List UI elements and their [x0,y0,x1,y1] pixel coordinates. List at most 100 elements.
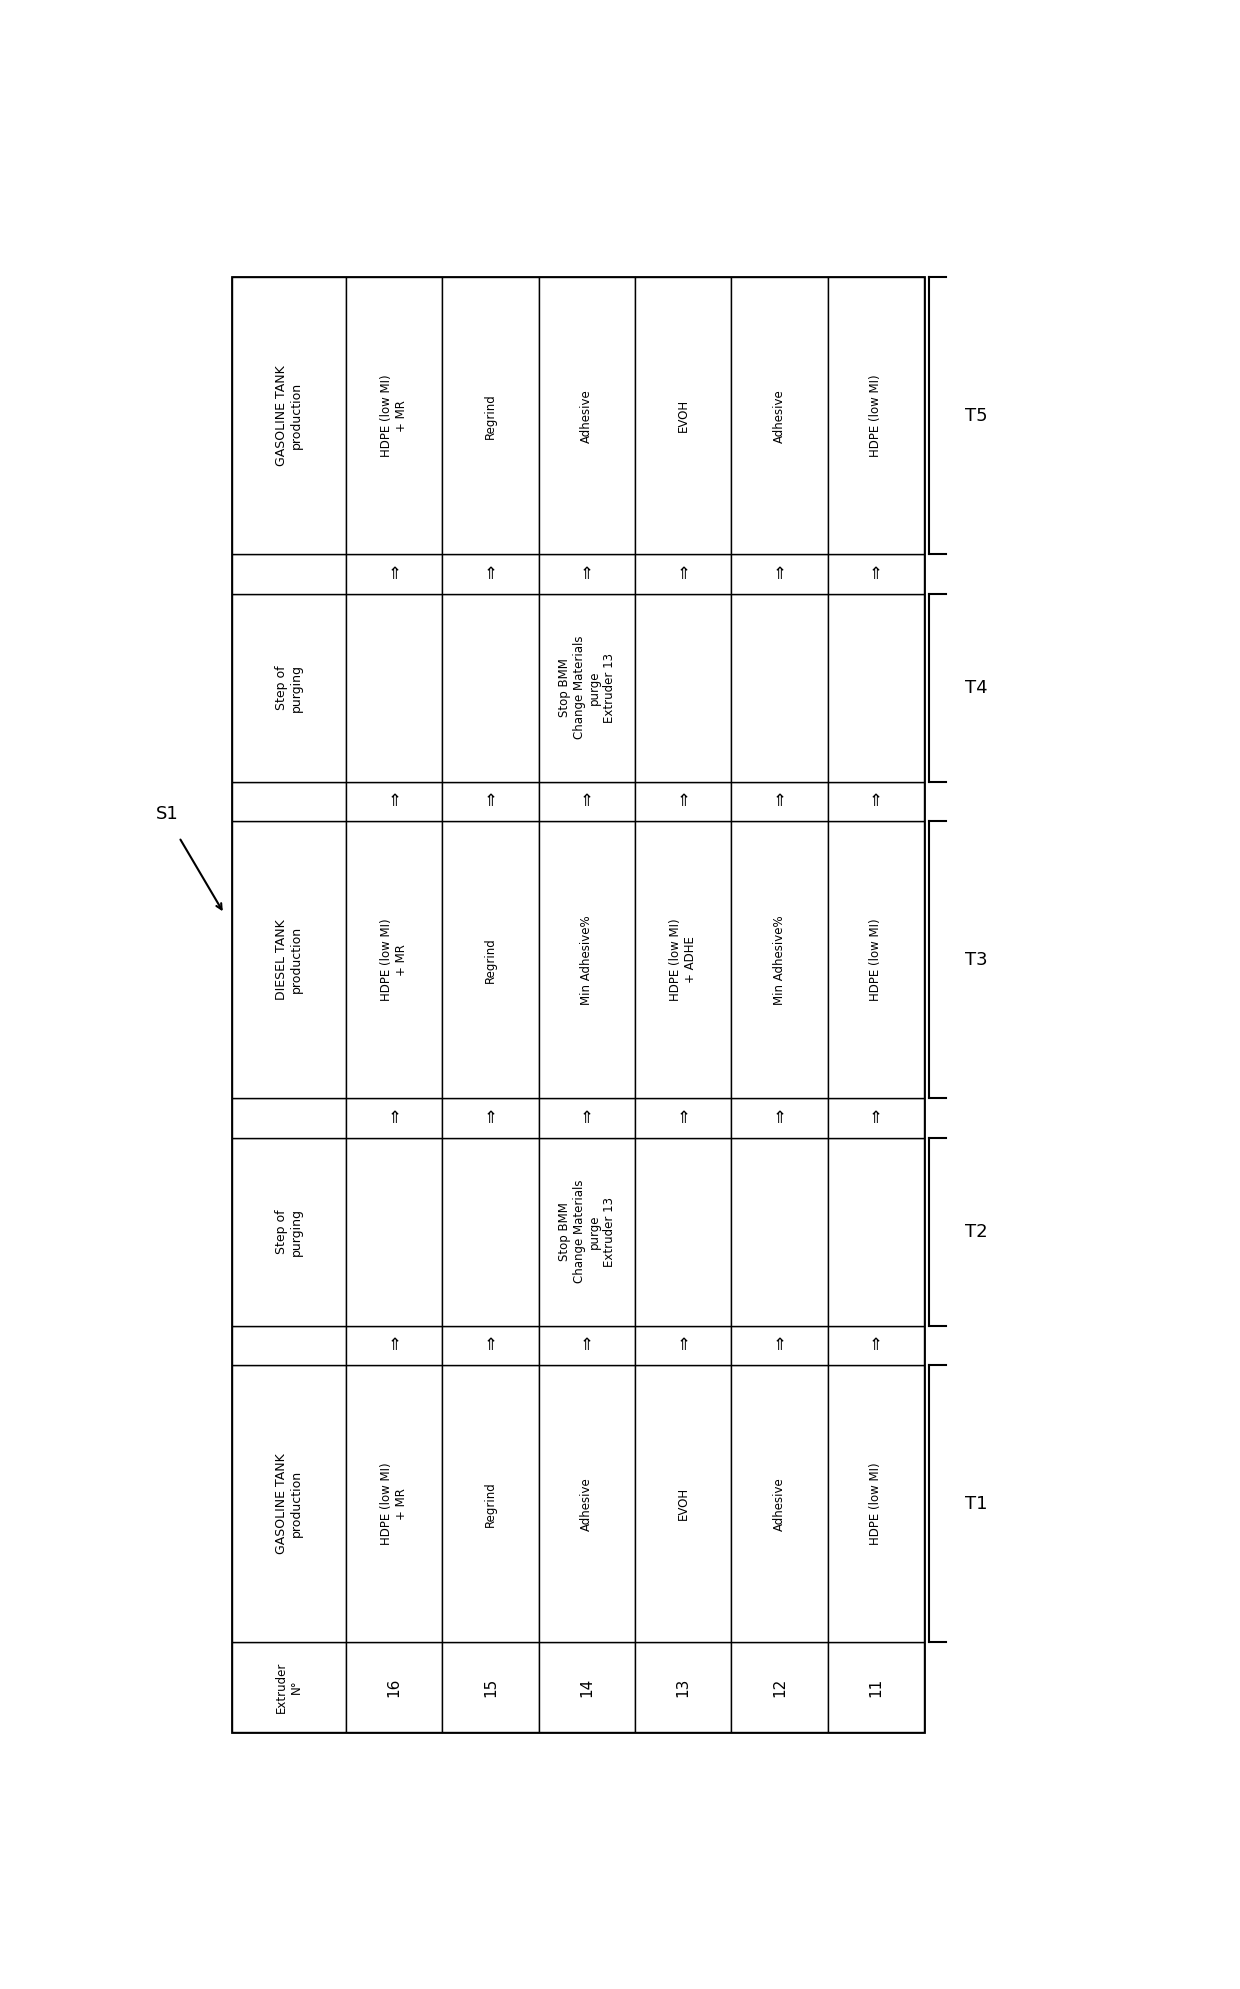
Text: Min Adhesive%: Min Adhesive% [580,915,593,1004]
Text: Regrind: Regrind [484,392,497,438]
Text: Extruder
N°: Extruder N° [275,1661,303,1713]
Bar [827,595,924,782]
Text: GASOLINE TANK
production: GASOLINE TANK production [275,1454,303,1553]
Text: 15: 15 [484,1677,498,1697]
Bar [538,1138,635,1327]
Bar [827,1098,924,1138]
Bar [538,1643,635,1732]
Bar [443,276,538,555]
Bar [827,1138,924,1327]
Bar [635,821,732,1098]
Text: T5: T5 [966,406,988,426]
Bar [732,555,827,595]
Text: Regrind: Regrind [484,1482,497,1528]
Text: ⇑: ⇑ [869,565,883,583]
Bar [827,1643,924,1732]
Bar [346,821,443,1098]
Bar [232,782,346,821]
Bar [346,782,443,821]
Bar [232,595,346,782]
Text: T4: T4 [966,678,988,696]
Bar [538,555,635,595]
Text: Adhesive: Adhesive [580,1478,593,1532]
Bar [732,821,827,1098]
Bar [538,1364,635,1643]
Text: HDPE (low MI): HDPE (low MI) [869,1462,882,1545]
Text: ⇑: ⇑ [387,1110,401,1128]
Text: ⇑: ⇑ [484,1337,497,1355]
Bar [732,276,827,555]
Bar [538,782,635,821]
Text: 16: 16 [387,1677,402,1697]
Text: Step of
purging: Step of purging [275,664,303,712]
Text: T2: T2 [966,1223,988,1241]
Bar [635,595,732,782]
Text: ⇑: ⇑ [484,792,497,810]
Text: ⇑: ⇑ [580,1337,594,1355]
Bar [232,555,346,595]
Bar [346,1364,443,1643]
Bar [635,276,732,555]
Text: HDPE (low MI)
+ MR: HDPE (low MI) + MR [381,919,408,1000]
Text: Min Adhesive%: Min Adhesive% [773,915,786,1004]
Text: ⇑: ⇑ [580,565,594,583]
Text: HDPE (low MI)
+ ADHE: HDPE (low MI) + ADHE [670,919,697,1000]
Text: ⇑: ⇑ [773,1110,786,1128]
Bar [346,595,443,782]
Bar [443,1138,538,1327]
Text: ⇑: ⇑ [580,1110,594,1128]
Text: ⇑: ⇑ [869,792,883,810]
Text: ⇑: ⇑ [676,1337,689,1355]
Text: 11: 11 [868,1677,883,1697]
Bar [635,1364,732,1643]
Text: T3: T3 [966,951,988,969]
Text: ⇑: ⇑ [676,565,689,583]
Text: ⇑: ⇑ [387,565,401,583]
Bar [732,1364,827,1643]
Bar [443,1098,538,1138]
Text: ⇑: ⇑ [869,1110,883,1128]
Bar [232,821,346,1098]
Text: ⇑: ⇑ [773,792,786,810]
Text: EVOH: EVOH [677,1488,689,1520]
Text: HDPE (low MI)
+ MR: HDPE (low MI) + MR [381,374,408,457]
Bar [346,1327,443,1364]
Bar [443,595,538,782]
Bar [232,1364,346,1643]
Text: 14: 14 [579,1677,594,1697]
Text: HDPE (low MI): HDPE (low MI) [869,919,882,1000]
Text: Adhesive: Adhesive [773,388,786,442]
Text: ⇑: ⇑ [676,792,689,810]
Bar [443,782,538,821]
Text: ⇑: ⇑ [484,565,497,583]
Bar [732,1138,827,1327]
Text: Stop BMM
Change Materials
purge
Extruder 13: Stop BMM Change Materials purge Extruder… [558,636,616,740]
Text: ⇑: ⇑ [869,1337,883,1355]
Bar [538,1098,635,1138]
Bar [732,1643,827,1732]
Bar [635,555,732,595]
Bar [538,821,635,1098]
Text: HDPE (low MI)
+ MR: HDPE (low MI) + MR [381,1462,408,1545]
Bar [635,1643,732,1732]
Text: ⇑: ⇑ [773,565,786,583]
Bar [232,1138,346,1327]
Bar [827,782,924,821]
Bar [232,1327,346,1364]
Bar [635,782,732,821]
Bar [232,1098,346,1138]
Text: ⇑: ⇑ [484,1110,497,1128]
Bar [232,1643,346,1732]
Text: ⇑: ⇑ [580,792,594,810]
Bar [443,821,538,1098]
Text: EVOH: EVOH [677,400,689,432]
Bar [232,276,924,1732]
Bar [232,276,346,555]
Text: S1: S1 [156,806,179,823]
Text: 13: 13 [676,1677,691,1697]
Bar [827,276,924,555]
Bar [346,555,443,595]
Bar [538,276,635,555]
Bar [443,555,538,595]
Text: 12: 12 [771,1677,787,1697]
